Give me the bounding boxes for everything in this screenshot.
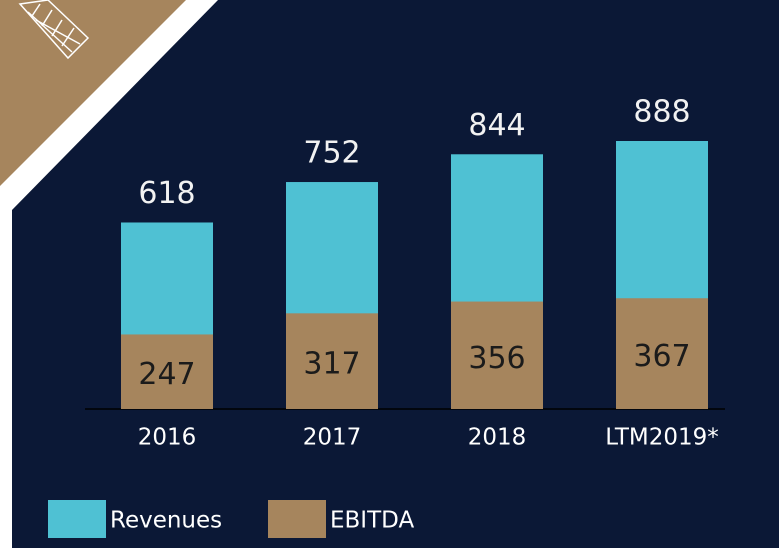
- x-tick-label: 2016: [138, 425, 197, 451]
- value-label: 844: [468, 108, 525, 143]
- value-label: 618: [138, 176, 195, 211]
- value-label: 752: [303, 136, 360, 171]
- legend-label: EBITDA: [330, 508, 414, 534]
- value-label: 317: [303, 347, 360, 382]
- chart: 618 752 844 888 247 317 356 367 2016 2017 2018 LTM2…: [0, 0, 779, 548]
- x-tick-label: 2018: [468, 425, 527, 451]
- legend-label: Revenues: [110, 508, 222, 534]
- legend-swatch: [268, 500, 326, 538]
- x-tick-label: LTM2019*: [605, 425, 719, 451]
- page: {"chart_data": {"type": "bar", "categori…: [0, 0, 779, 548]
- x-tick-label: 2017: [303, 425, 362, 451]
- value-label: 356: [468, 341, 525, 376]
- value-label: 888: [633, 95, 690, 130]
- value-label: 247: [138, 357, 195, 392]
- value-label: 367: [633, 339, 690, 374]
- legend-swatch: [48, 500, 106, 538]
